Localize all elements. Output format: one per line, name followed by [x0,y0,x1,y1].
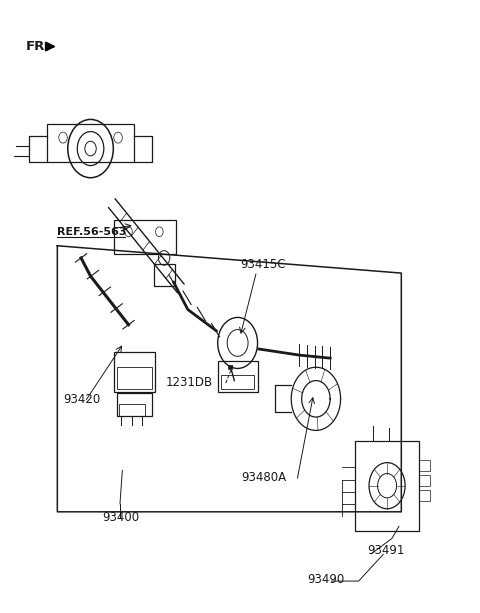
Bar [221,375,254,389]
Text: REF.56-563: REF.56-563 [57,227,127,237]
Bar [114,352,155,392]
Text: 1231DB: 1231DB [166,376,213,389]
Text: 93480A: 93480A [241,471,287,484]
Text: 93400: 93400 [102,511,139,524]
Bar [355,441,420,531]
Text: 93420: 93420 [63,392,101,406]
Bar [47,124,134,162]
Bar [154,264,175,286]
Text: 93415C: 93415C [240,258,286,272]
Bar [119,404,145,416]
Text: FR.: FR. [25,40,50,53]
Bar [117,393,152,416]
Bar [420,474,430,485]
Bar [420,460,430,471]
Bar [420,490,430,501]
Bar [114,220,176,254]
Bar [218,361,258,392]
Text: 93490: 93490 [308,573,345,586]
Text: 93491: 93491 [367,544,405,557]
Bar [117,367,152,389]
